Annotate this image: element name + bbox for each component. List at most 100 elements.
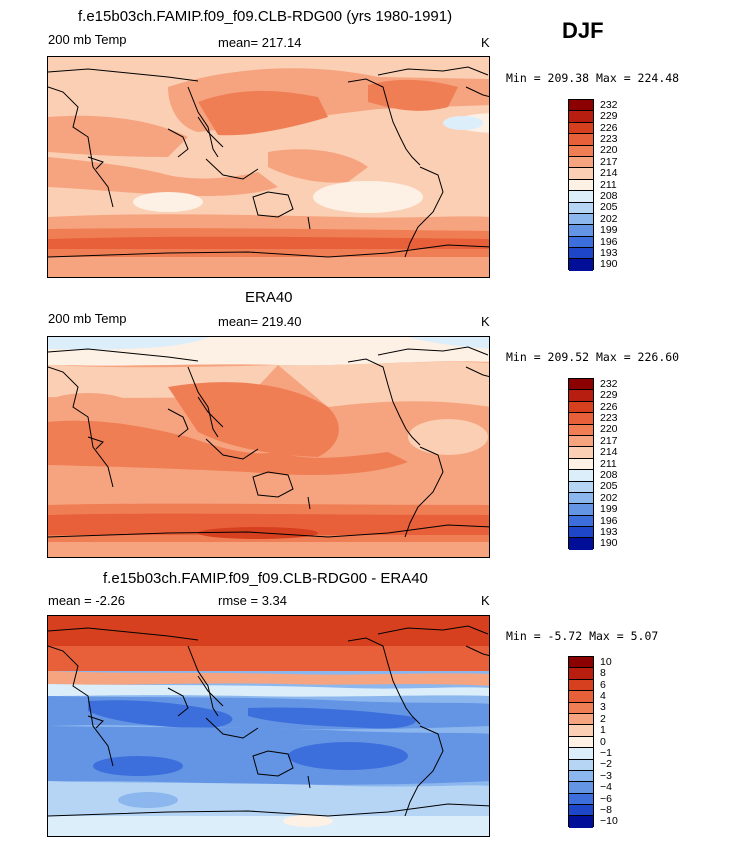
- panel2-map-svg: [48, 337, 489, 557]
- colorbar-tick-label: 8: [600, 667, 606, 680]
- colorbar-tick-label: 217: [600, 434, 618, 447]
- colorbar-swatch: [569, 236, 593, 249]
- colorbar-tick-label: 2: [600, 712, 606, 725]
- colorbar-swatch: [569, 805, 593, 817]
- colorbar-swatch: [569, 782, 593, 794]
- colorbar-tick-label: 229: [600, 389, 618, 402]
- colorbar-tick-label: 196: [600, 514, 618, 527]
- colorbar-tick-label: 0: [600, 735, 606, 748]
- panel1-variable-label: 200 mb Temp: [48, 32, 127, 47]
- panel2-units-label: K: [481, 314, 490, 329]
- colorbar-swatch: [569, 424, 593, 436]
- colorbar-swatch: [569, 679, 593, 692]
- panel3-colorbar: [568, 656, 594, 828]
- colorbar-tick-label: 220: [600, 144, 618, 157]
- colorbar-tick-label: −10: [600, 815, 618, 828]
- colorbar-swatch: [569, 202, 593, 214]
- colorbar-tick-label: 232: [600, 98, 618, 111]
- colorbar-swatch: [569, 100, 593, 112]
- colorbar-swatch: [569, 122, 593, 135]
- panel1-colorbar: [568, 99, 594, 271]
- colorbar-tick-label: 199: [600, 224, 618, 237]
- colorbar-tick-label: 211: [600, 457, 617, 470]
- colorbar-tick-label: 193: [600, 525, 618, 538]
- colorbar-tick-label: −1: [600, 746, 612, 759]
- panel2-minmax: Min = 209.52 Max = 226.60: [506, 350, 680, 364]
- colorbar-swatch: [569, 134, 593, 146]
- colorbar-tick-label: 190: [600, 537, 618, 550]
- colorbar-swatch: [569, 111, 593, 123]
- panel2-mean-label: mean= 219.40: [218, 314, 302, 329]
- panel3-minmax: Min = -5.72 Max = 5.07: [506, 629, 659, 643]
- colorbar-tick-label: 214: [600, 446, 618, 459]
- panel2-title: ERA40: [245, 289, 293, 306]
- colorbar-tick-label: 217: [600, 155, 618, 168]
- colorbar-swatch: [569, 156, 593, 169]
- colorbar-tick-label: 1: [600, 724, 606, 737]
- colorbar-tick-label: 214: [600, 167, 618, 180]
- colorbar-tick-label: 208: [600, 468, 618, 481]
- panel3-map: [47, 615, 490, 837]
- colorbar-swatch: [569, 179, 593, 192]
- panel3-rmse-label: rmse = 3.34: [218, 593, 288, 608]
- colorbar-swatch: [569, 481, 593, 493]
- colorbar-swatch: [569, 259, 593, 271]
- colorbar-tick-label: 220: [600, 423, 618, 436]
- colorbar-tick-label: 199: [600, 503, 618, 516]
- panel2-map: [47, 336, 490, 558]
- colorbar-swatch: [569, 668, 593, 680]
- panel3-units-label: K: [481, 593, 490, 608]
- colorbar-swatch: [569, 527, 593, 539]
- panel1-map-svg: [48, 57, 489, 277]
- panel1-units-label: K: [481, 35, 490, 50]
- colorbar-swatch: [569, 213, 593, 226]
- panel1-map: [47, 56, 490, 278]
- colorbar-swatch: [569, 379, 593, 391]
- colorbar-tick-label: 205: [600, 201, 618, 214]
- colorbar-tick-label: 3: [600, 701, 606, 714]
- colorbar-tick-label: −2: [600, 758, 612, 771]
- colorbar-tick-label: 226: [600, 121, 618, 134]
- colorbar-swatch: [569, 390, 593, 402]
- colorbar-tick-label: 226: [600, 400, 618, 413]
- colorbar-swatch: [569, 504, 593, 516]
- colorbar-swatch: [569, 657, 593, 669]
- colorbar-swatch: [569, 736, 593, 749]
- colorbar-swatch: [569, 748, 593, 760]
- panel3-map-svg: [48, 616, 489, 836]
- colorbar-tick-label: 10: [600, 655, 612, 668]
- colorbar-tick-label: 223: [600, 132, 618, 145]
- colorbar-swatch: [569, 538, 593, 550]
- colorbar-swatch: [569, 713, 593, 726]
- colorbar-swatch: [569, 492, 593, 505]
- colorbar-swatch: [569, 725, 593, 737]
- colorbar-tick-label: −8: [600, 803, 612, 816]
- colorbar-tick-label: 202: [600, 212, 618, 225]
- colorbar-tick-label: −4: [600, 781, 612, 794]
- colorbar-swatch: [569, 793, 593, 806]
- season-label: DJF: [562, 18, 604, 43]
- panel3-title: f.e15b03ch.FAMIP.f09_f09.CLB-RDG00 - ERA…: [103, 570, 428, 587]
- colorbar-swatch: [569, 691, 593, 703]
- colorbar-tick-label: 196: [600, 235, 618, 248]
- colorbar-tick-label: 223: [600, 411, 618, 424]
- colorbar-swatch: [569, 816, 593, 828]
- colorbar-tick-label: 205: [600, 480, 618, 493]
- colorbar-tick-label: 211: [600, 178, 617, 191]
- colorbar-swatch: [569, 225, 593, 237]
- colorbar-tick-label: 229: [600, 110, 618, 123]
- colorbar-swatch: [569, 248, 593, 260]
- colorbar-swatch: [569, 470, 593, 482]
- colorbar-tick-label: 190: [600, 258, 618, 271]
- panel1-minmax: Min = 209.38 Max = 224.48: [506, 71, 680, 85]
- panel2-colorbar: [568, 378, 594, 550]
- colorbar-swatch: [569, 145, 593, 157]
- colorbar-tick-label: 193: [600, 246, 618, 259]
- colorbar-swatch: [569, 447, 593, 459]
- panel3-mean-label: mean = -2.26: [48, 593, 125, 608]
- colorbar-swatch: [569, 770, 593, 783]
- panel1-mean-label: mean= 217.14: [218, 35, 302, 50]
- colorbar-tick-label: 202: [600, 491, 618, 504]
- colorbar-tick-label: −6: [600, 792, 612, 805]
- colorbar-swatch: [569, 458, 593, 471]
